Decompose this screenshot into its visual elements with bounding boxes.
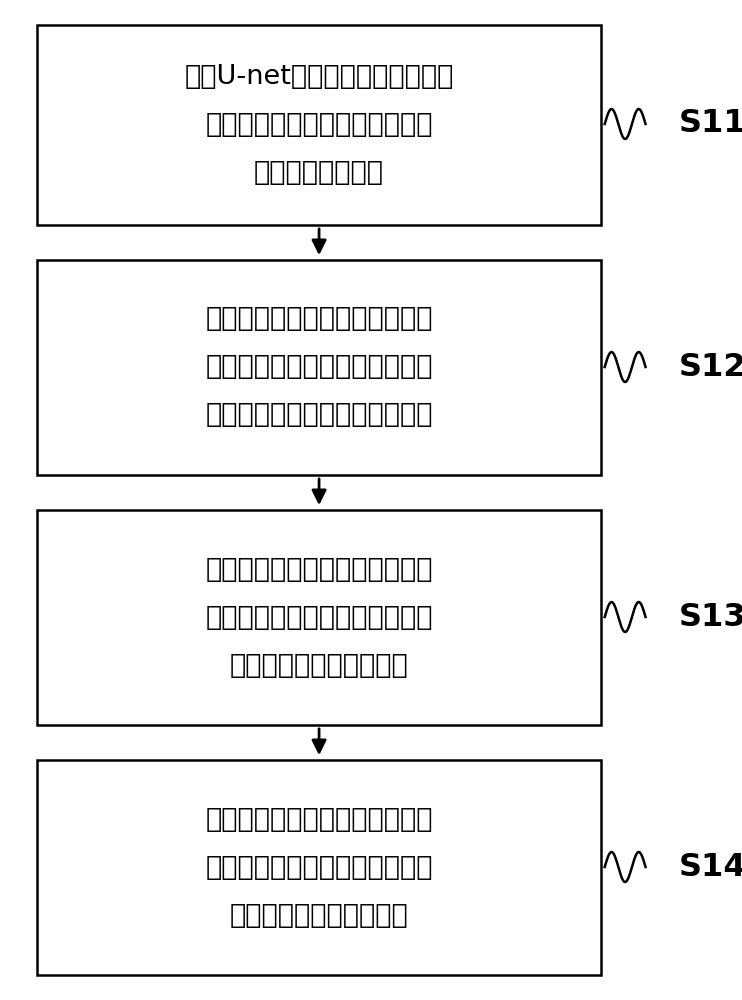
FancyBboxPatch shape bbox=[37, 510, 601, 725]
Text: S11: S11 bbox=[679, 108, 742, 139]
FancyBboxPatch shape bbox=[37, 760, 601, 975]
Text: 通过U-net深度学习网络对视网膜: 通过U-net深度学习网络对视网膜 bbox=[184, 64, 454, 90]
Text: S14: S14 bbox=[679, 852, 742, 882]
Text: 管进行动静脉分类，获得近视盘: 管进行动静脉分类，获得近视盘 bbox=[206, 604, 433, 631]
Text: 果，获得全局动静脉分类: 果，获得全局动静脉分类 bbox=[230, 902, 408, 928]
FancyBboxPatch shape bbox=[37, 25, 601, 225]
Text: 区域血管动静脉分类结果: 区域血管动静脉分类结果 bbox=[230, 652, 408, 678]
Text: 通过优势集理论对近视盘区域血: 通过优势集理论对近视盘区域血 bbox=[206, 556, 433, 582]
Text: 血管图像进行像素级分割，获得: 血管图像进行像素级分割，获得 bbox=[206, 112, 433, 138]
Text: 血管分割结果信息: 血管分割结果信息 bbox=[254, 160, 384, 186]
Text: 分别通过优势集理论对血管分割: 分别通过优势集理论对血管分割 bbox=[206, 306, 433, 332]
Text: 结果信息进行拓扑估计，建立完: 结果信息进行拓扑估计，建立完 bbox=[206, 354, 433, 380]
Text: 与近视盘区域血管动静脉分类结: 与近视盘区域血管动静脉分类结 bbox=[206, 854, 433, 880]
Text: S13: S13 bbox=[679, 601, 742, 633]
Text: 根据标签传播算法处理拓扑信息: 根据标签传播算法处理拓扑信息 bbox=[206, 806, 433, 832]
Text: S12: S12 bbox=[679, 352, 742, 382]
FancyBboxPatch shape bbox=[37, 260, 601, 475]
Text: 整的拓扑树集合，获得拓扑信息: 整的拓扑树集合，获得拓扑信息 bbox=[206, 402, 433, 428]
